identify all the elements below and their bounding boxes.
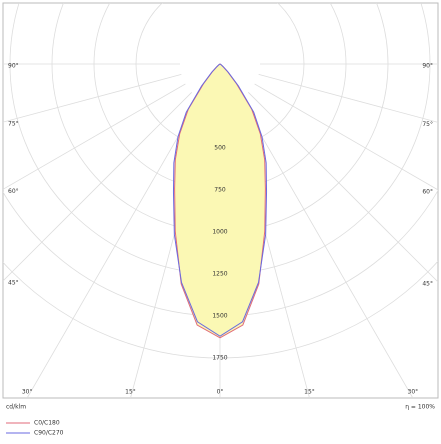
legend-label: C0/C180 <box>34 420 60 427</box>
unit-label: cd/klm <box>6 404 26 411</box>
grid-line <box>254 83 438 191</box>
r-tick-label: 500 <box>214 145 226 152</box>
theta-tick-label: 45° <box>8 280 19 287</box>
r-tick-label: 1250 <box>212 271 227 278</box>
series-line <box>172 63 268 337</box>
theta-tick-label: 75° <box>422 121 433 128</box>
theta-tick-label: 60° <box>8 188 19 195</box>
theta-tick-label: 30° <box>22 389 33 396</box>
theta-tick-label: 15° <box>125 389 136 396</box>
r-tick-label: 1500 <box>212 313 227 320</box>
efficiency-label: η = 100% <box>405 404 435 411</box>
r-tick-label: 1000 <box>212 229 227 236</box>
grid-line <box>3 73 182 123</box>
grid-line <box>3 92 192 282</box>
r-tick-label: 750 <box>214 187 226 194</box>
legend: C0/C180 C90/C270 <box>6 420 64 437</box>
grid-line <box>248 92 438 283</box>
theta-tick-label: 60° <box>422 188 433 195</box>
theta-tick-label: 45° <box>422 281 433 288</box>
r-tick-label: 1750 <box>212 355 227 362</box>
theta-tick-label: 15° <box>304 389 315 396</box>
theta-tick-label: 30° <box>408 389 419 396</box>
grid-line <box>3 83 186 190</box>
grid-line <box>258 73 438 123</box>
grid-line <box>26 98 201 398</box>
theta-tick-label: 90° <box>8 63 19 70</box>
theta-tick-label: 75° <box>8 121 19 128</box>
grid-line <box>239 98 414 398</box>
labels: 90° 75° 60° 45° 30° 15° 0° 15° 30° 45° 60° 75° 90° 50… <box>8 63 433 396</box>
theta-tick-label: 90° <box>422 63 433 70</box>
curves <box>172 63 268 339</box>
legend-label: C90/C270 <box>34 430 64 437</box>
theta-tick-label: 0° <box>217 389 224 396</box>
